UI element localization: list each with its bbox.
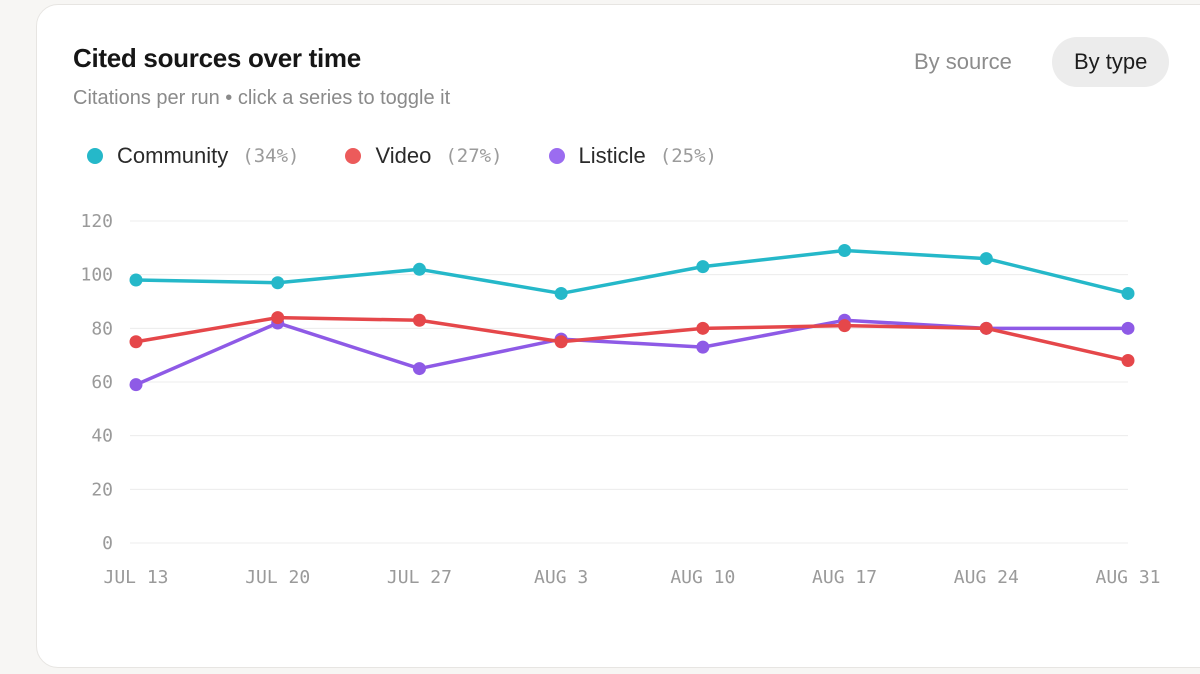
data-point-video bbox=[554, 335, 568, 349]
data-point-video bbox=[412, 313, 426, 327]
y-tick-label: 120 bbox=[80, 211, 113, 232]
data-point-community bbox=[696, 260, 710, 274]
data-point-listicle bbox=[129, 378, 143, 392]
legend-dot-listicle bbox=[548, 148, 565, 164]
data-point-video bbox=[838, 319, 852, 333]
chart-subtitle: Citations per run • click a series to to… bbox=[73, 87, 451, 109]
data-point-video bbox=[1121, 354, 1135, 368]
data-point-community bbox=[129, 273, 143, 287]
x-tick-label: AUG 24 bbox=[954, 567, 1019, 588]
y-tick-label: 20 bbox=[91, 479, 113, 500]
chart-card: Cited sources over time Citations per ru… bbox=[36, 4, 1200, 668]
by-type-toggle[interactable]: By type bbox=[1052, 37, 1170, 87]
y-tick-label: 100 bbox=[80, 265, 113, 286]
data-point-video bbox=[979, 321, 993, 335]
legend-dot-video bbox=[345, 148, 362, 164]
x-tick-label: AUG 17 bbox=[812, 567, 877, 588]
legend-pct-community: (34%) bbox=[242, 145, 300, 167]
chart-legend: Community (34%) Video (27%) Listicle (25… bbox=[87, 143, 717, 169]
x-tick-label: JUL 20 bbox=[245, 567, 310, 588]
legend-item-video[interactable]: Video (27%) bbox=[345, 143, 503, 169]
y-tick-label: 80 bbox=[91, 318, 113, 339]
data-point-community bbox=[838, 244, 852, 258]
legend-dot-community bbox=[87, 148, 103, 164]
legend-item-listicle[interactable]: Listicle (25%) bbox=[548, 143, 717, 169]
x-tick-label: JUL 27 bbox=[387, 567, 452, 588]
data-point-video bbox=[271, 311, 285, 325]
y-tick-label: 0 bbox=[102, 533, 113, 554]
legend-label-listicle: Listicle bbox=[578, 143, 646, 168]
data-point-listicle bbox=[1121, 321, 1135, 335]
by-source-toggle[interactable]: By source bbox=[914, 49, 1012, 74]
x-tick-label: JUL 13 bbox=[103, 567, 168, 588]
x-tick-label: AUG 3 bbox=[534, 567, 588, 588]
series-line-video bbox=[134, 315, 1130, 363]
data-point-community bbox=[1121, 286, 1135, 300]
legend-pct-video: (27%) bbox=[445, 145, 503, 167]
legend-label-community: Community bbox=[117, 143, 229, 168]
data-point-community bbox=[412, 262, 426, 276]
data-point-community bbox=[554, 286, 568, 300]
series-line-community bbox=[134, 248, 1130, 296]
chart-title: Cited sources over time bbox=[73, 43, 361, 73]
legend-pct-listicle: (25%) bbox=[659, 145, 717, 167]
data-point-listicle bbox=[696, 340, 710, 354]
y-tick-label: 60 bbox=[91, 372, 113, 393]
x-tick-label: AUG 10 bbox=[670, 567, 735, 588]
x-tick-label: AUG 31 bbox=[1095, 567, 1160, 588]
data-point-listicle bbox=[412, 362, 426, 376]
legend-item-community[interactable]: Community (34%) bbox=[87, 143, 299, 169]
data-point-video bbox=[129, 335, 143, 349]
data-point-community bbox=[979, 252, 993, 266]
data-point-community bbox=[271, 276, 285, 290]
y-tick-label: 40 bbox=[91, 426, 113, 447]
data-point-video bbox=[696, 321, 710, 335]
legend-label-video: Video bbox=[375, 143, 432, 168]
